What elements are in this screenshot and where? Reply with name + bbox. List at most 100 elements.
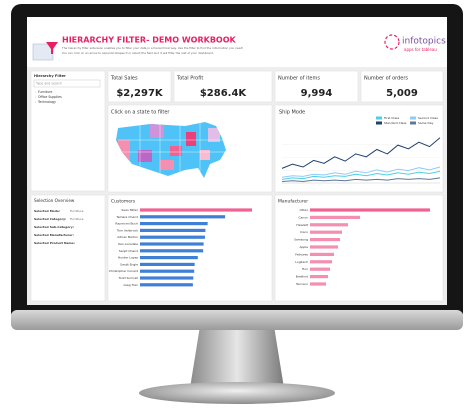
kpi-value: $2,297K bbox=[116, 88, 164, 99]
ship-mode-title: Ship Mode bbox=[279, 110, 305, 116]
bar[interactable] bbox=[310, 275, 328, 279]
tree-item[interactable]: Technology bbox=[37, 100, 56, 104]
bar-label: Tamara Chand bbox=[115, 215, 138, 219]
legend-label: First Class bbox=[384, 116, 400, 120]
bar[interactable] bbox=[310, 230, 342, 234]
selection-label: Selected Category: bbox=[34, 217, 66, 221]
tree-arrow[interactable]: › bbox=[35, 90, 36, 94]
search-box[interactable] bbox=[33, 79, 101, 88]
tree-arrow[interactable]: › bbox=[35, 100, 36, 104]
legend-swatch bbox=[376, 116, 382, 120]
tree-item[interactable]: Furniture bbox=[38, 90, 52, 94]
kpi-tile bbox=[360, 70, 444, 103]
bar-label: Hon bbox=[302, 267, 308, 271]
bar-label: Sanjit Engle bbox=[120, 262, 138, 266]
bar[interactable] bbox=[140, 222, 208, 226]
bar-label: Raymond Buch bbox=[115, 222, 138, 226]
state-fill bbox=[150, 124, 164, 138]
bar[interactable] bbox=[140, 249, 204, 253]
bar[interactable] bbox=[140, 269, 195, 273]
tree-arrow[interactable]: › bbox=[35, 95, 36, 99]
bar[interactable] bbox=[140, 242, 204, 246]
bar[interactable] bbox=[140, 283, 193, 287]
state-fill bbox=[170, 146, 182, 156]
map-title: Click on a state to filter bbox=[111, 110, 170, 116]
bar-label: Bretford bbox=[296, 275, 308, 279]
bar[interactable] bbox=[310, 267, 330, 271]
selection-value: Furniture bbox=[70, 217, 84, 221]
bar-label: Logitech bbox=[295, 260, 308, 264]
bar[interactable] bbox=[140, 256, 198, 260]
legend-label: Standard Class bbox=[384, 121, 407, 125]
kpi-label: Total Sales bbox=[110, 76, 138, 82]
kpi-tile bbox=[274, 70, 359, 103]
selection-label: Selected Manufacturer: bbox=[34, 233, 74, 237]
legend-swatch bbox=[410, 116, 416, 120]
bar[interactable] bbox=[310, 238, 340, 242]
bar[interactable] bbox=[140, 262, 195, 266]
kpi-label: Number of orders bbox=[364, 76, 408, 82]
bar[interactable] bbox=[140, 228, 206, 232]
bar-label: Hunter Lopez bbox=[118, 256, 138, 260]
legend-swatch bbox=[376, 121, 382, 125]
bar[interactable] bbox=[140, 208, 252, 212]
logo-tagline: apps for tableau bbox=[404, 47, 437, 52]
bar-label: Christopher Conant bbox=[109, 269, 139, 273]
selection-panel bbox=[30, 194, 106, 302]
bar-label: Tom Ashbrook bbox=[116, 228, 138, 232]
logo-name: infotopics bbox=[402, 37, 446, 47]
bar-label: Fellowes bbox=[295, 252, 308, 256]
logo-mark bbox=[384, 34, 400, 50]
bar[interactable] bbox=[310, 245, 338, 249]
kpi-label: Number of items bbox=[278, 76, 320, 82]
bar-label: Greg Tran bbox=[123, 283, 138, 287]
ship-mode-line bbox=[281, 170, 441, 180]
legend-label: Second Class bbox=[418, 116, 438, 120]
bar-label: Adrian Barton bbox=[117, 235, 138, 239]
bar[interactable] bbox=[140, 235, 205, 239]
bar-label: Cisco bbox=[300, 230, 308, 234]
bar-label: Hewlett bbox=[296, 223, 308, 227]
bar[interactable] bbox=[140, 215, 226, 219]
bar-label: Sean Miller bbox=[121, 208, 138, 212]
kpi-label: Total Profit bbox=[176, 76, 203, 82]
bar[interactable] bbox=[310, 282, 326, 286]
bar[interactable] bbox=[310, 215, 360, 219]
state-fill bbox=[208, 128, 220, 142]
monitor-chin bbox=[11, 310, 463, 330]
bar-label: Apple bbox=[299, 245, 308, 249]
kpi-value: 9,994 bbox=[301, 88, 333, 99]
bar[interactable] bbox=[310, 260, 332, 264]
ship-mode-line bbox=[281, 166, 441, 178]
bar[interactable] bbox=[310, 208, 430, 212]
state-fill bbox=[160, 160, 174, 170]
filter-panel bbox=[30, 70, 106, 192]
state-fill bbox=[200, 150, 210, 160]
manufacturer-panel bbox=[274, 194, 444, 302]
bar-label: Ken Lonsdale bbox=[118, 242, 138, 246]
selection-label: Selected Mode: bbox=[34, 209, 60, 213]
bar-label: Todd Sumrall bbox=[118, 276, 139, 280]
filter-icon bbox=[46, 42, 58, 54]
search-placeholder: Type and search bbox=[35, 82, 62, 86]
bar[interactable] bbox=[140, 276, 194, 280]
bar-label: Tennsco bbox=[295, 282, 308, 286]
selection-value: Furniture bbox=[70, 209, 84, 213]
tree-item[interactable]: Office Supplies bbox=[38, 95, 62, 99]
legend-label: Same Day bbox=[418, 121, 434, 125]
monitor-neck bbox=[190, 326, 284, 388]
selection-label: Selected Sub-Category: bbox=[34, 225, 74, 229]
legend-swatch bbox=[410, 121, 416, 125]
bar-label: Sanjit Chand bbox=[119, 249, 138, 253]
bar-label: Canon bbox=[298, 215, 308, 219]
monitor-base bbox=[139, 382, 335, 404]
header-title: HIERARCHY FILTER- DEMO WORKBOOK bbox=[62, 36, 237, 45]
kpi-tile bbox=[107, 70, 172, 103]
bar[interactable] bbox=[310, 223, 348, 227]
header-description: The hierarchy filter extension enables y… bbox=[61, 46, 243, 50]
ship-mode-line bbox=[281, 137, 441, 169]
state-fill bbox=[138, 150, 152, 162]
selection-title: Selection Overview bbox=[34, 198, 75, 203]
bar[interactable] bbox=[310, 252, 334, 256]
